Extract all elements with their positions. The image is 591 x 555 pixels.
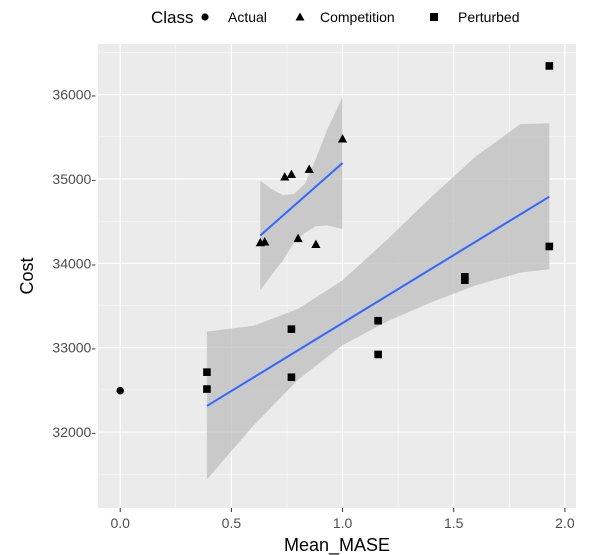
y-tick-label: 34000- xyxy=(52,255,96,271)
fit-line-perturbed xyxy=(206,195,550,407)
legend-label-competition: Competition xyxy=(320,9,395,25)
point-competition xyxy=(293,233,303,243)
legend-label-actual: Actual xyxy=(228,9,267,25)
data-points xyxy=(116,62,554,395)
legend-item-perturbed: Perturbed xyxy=(430,9,519,25)
point-perturbed xyxy=(374,316,382,325)
x-axis-title: Mean_MASE xyxy=(284,535,390,555)
y-tick-label: 36000- xyxy=(52,87,96,103)
legend-key-triangle xyxy=(295,12,305,21)
point-competition xyxy=(260,237,270,246)
confidence-band-competition xyxy=(260,97,343,291)
x-tick-label: 1.0 xyxy=(333,515,353,531)
x-axis-ticks: 0.0 0.5 1.0 1.5 2.0 xyxy=(110,508,575,531)
point-perturbed xyxy=(545,242,554,251)
y-tick-label: 35000- xyxy=(52,171,96,187)
fit-line-competition xyxy=(259,162,344,237)
point-perturbed xyxy=(287,373,296,382)
x-tick-label: 2.0 xyxy=(555,515,575,531)
point-competition xyxy=(311,239,321,248)
point-perturbed xyxy=(545,62,554,70)
x-tick-label: 0.0 xyxy=(110,515,130,531)
legend-title: Class xyxy=(151,8,194,27)
point-perturbed xyxy=(374,350,382,359)
fit-lines xyxy=(206,162,550,407)
point-actual xyxy=(116,386,125,395)
legend: Class Actual Competition Perturbed xyxy=(151,8,519,27)
legend-label-perturbed: Perturbed xyxy=(458,9,519,25)
point-competition xyxy=(304,164,314,173)
legend-key-circle xyxy=(201,13,209,21)
x-tick-label: 1.5 xyxy=(444,515,464,531)
legend-key-square xyxy=(430,13,438,21)
x-tick-label: 0.5 xyxy=(222,515,242,531)
point-perturbed xyxy=(287,325,296,333)
point-competition xyxy=(286,169,297,178)
point-competition xyxy=(337,134,348,143)
point-perturbed xyxy=(203,368,211,376)
y-tick-label: 33000- xyxy=(52,340,96,356)
legend-item-actual: Actual xyxy=(201,9,267,25)
y-axis-title: Cost xyxy=(17,257,37,294)
point-perturbed xyxy=(203,385,211,393)
legend-item-competition: Competition xyxy=(295,9,395,25)
point-perturbed xyxy=(461,276,469,285)
y-axis-ticks: 32000- 33000- 34000- 35000- 36000- xyxy=(52,87,96,440)
point-competition xyxy=(280,172,290,181)
y-tick-label: 32000- xyxy=(52,424,96,440)
